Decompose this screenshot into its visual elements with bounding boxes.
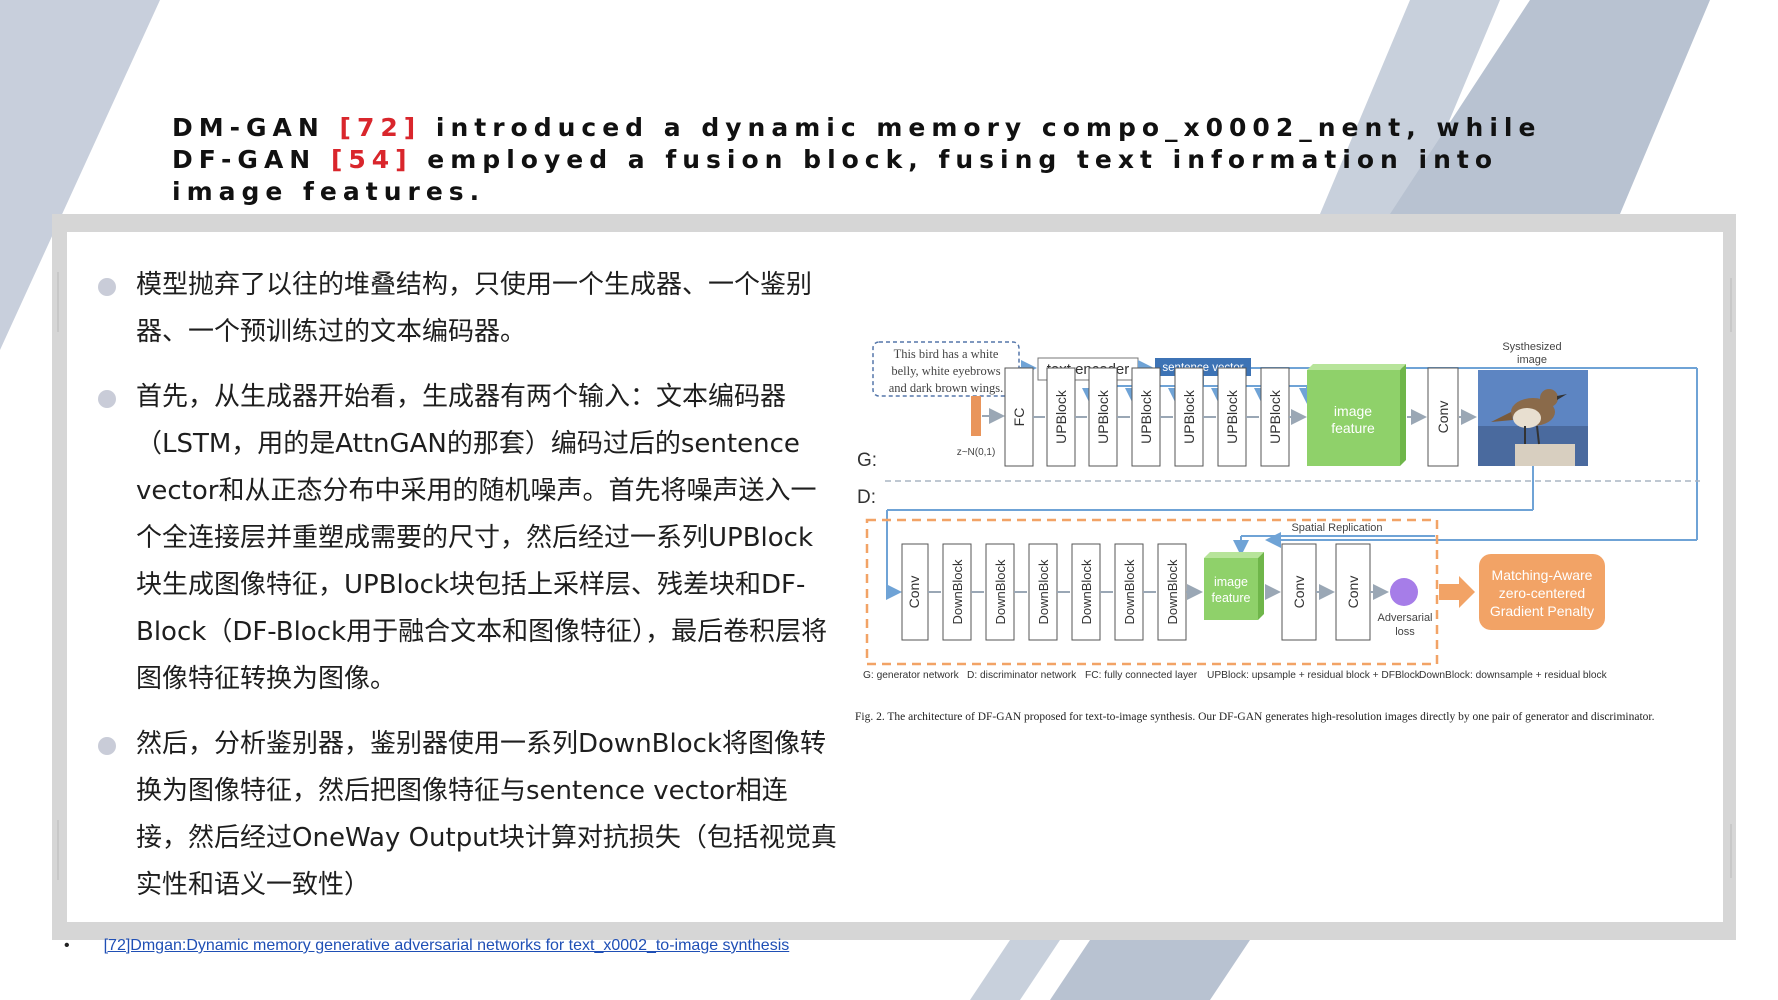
top-right-stripe-dark <box>1390 0 1710 214</box>
upblock-label: UPBlock <box>1138 389 1154 444</box>
dfgan-architecture-figure: This bird has a white belly, white eyebr… <box>855 341 1700 723</box>
panel-tick-left-top <box>57 272 59 332</box>
generator-row-label: G: <box>857 450 877 471</box>
discriminator-box <box>865 518 1439 666</box>
bottom-stripe-light <box>970 940 1060 1000</box>
caption-line-1: This bird has a white <box>894 347 999 361</box>
downblock-6 <box>1157 543 1187 641</box>
left-stripe <box>0 0 160 350</box>
ma-line-1: Matching-Aware <box>1492 567 1593 583</box>
downblock-label: DownBlock <box>1036 559 1051 625</box>
bullet-text: 模型抛弃了以往的堆叠结构，只使用一个生成器、一个鉴别器、一个预训练过的文本编码器… <box>136 270 813 347</box>
title-ref-72: [72] <box>339 113 422 142</box>
conv-label: Conv <box>1291 576 1307 609</box>
downblock-4 <box>1071 543 1101 641</box>
spatial-replication-label: Spatial Replication <box>1291 522 1382 534</box>
discriminator-blocks: Conv DownBlock DownBlock DownBlock DownB… <box>901 543 1187 641</box>
discriminator-image-feature <box>1204 558 1258 620</box>
d-image-feature-line-2: feature <box>1212 591 1251 605</box>
noise-label: z~N(0,1) <box>957 447 996 458</box>
figure-caption-wrapper: Fig. 2. The architecture of DF-GAN propo… <box>855 711 1655 723</box>
conv-label: Conv <box>1435 401 1451 434</box>
title-part3: employed a fusion block, fusing text inf… <box>172 145 1499 206</box>
downblock-label: DownBlock <box>950 559 965 625</box>
panel-tick-right-bottom <box>1730 824 1732 878</box>
upblock-label: UPBlock <box>1181 389 1197 444</box>
bullet-dot-icon <box>98 737 116 755</box>
bottom-stripe-dark <box>1050 940 1250 1000</box>
noise-vector <box>971 396 981 436</box>
downblock-3 <box>1028 543 1058 641</box>
upblock-3 <box>1131 367 1161 467</box>
title-part1: DM-GAN <box>172 113 340 142</box>
image-feature-line-1: image <box>1334 403 1372 419</box>
fc-label: FC <box>1011 408 1027 427</box>
d-conv-block <box>901 543 929 641</box>
matching-aware-box <box>1479 554 1605 630</box>
d-image-feature-line-1: image <box>1214 575 1248 589</box>
footnote-bullet: • <box>64 937 70 954</box>
footnote: • [72]Dmgan:Dynamic memory generative adv… <box>64 937 789 955</box>
generator-conv-block <box>1427 367 1459 467</box>
ma-line-2: zero-centered <box>1499 585 1585 601</box>
legend-upblock: UPBlock: upsample + residual block + DFB… <box>1207 670 1421 681</box>
downblock-1 <box>942 543 972 641</box>
upblock-label: UPBlock <box>1095 389 1111 444</box>
bullet-text: 然后，分析鉴别器，鉴别器使用一系列DownBlock将图像转换为图像特征，然后把… <box>136 729 837 900</box>
downblock-label: DownBlock <box>1122 559 1137 625</box>
generator-image-feature <box>1307 370 1400 466</box>
legend-d: D: discriminator network <box>967 670 1077 681</box>
upblock-label: UPBlock <box>1224 389 1240 444</box>
caption-line-3: and dark brown wings. <box>889 381 1004 395</box>
legend-downblock: DownBlock: downsample + residual block <box>1419 670 1608 681</box>
panel-tick-left-bottom <box>57 820 59 880</box>
conv-label: Conv <box>1345 576 1361 609</box>
adversarial-label-1: Adversarial <box>1377 612 1432 624</box>
bullet-dot-icon <box>98 390 116 408</box>
discriminator-row-label: D: <box>857 487 876 508</box>
bullet-text: 首先，从生成器开始看，生成器有两个输入：文本编码器（LSTM，用的是AttnGA… <box>136 382 828 694</box>
bullet-item: 然后，分析鉴别器，鉴别器使用一系列DownBlock将图像转换为图像特征，然后把… <box>98 721 838 909</box>
bullet-dot-icon <box>98 278 116 296</box>
synth-image-label-1: Systhesized <box>1502 341 1561 353</box>
figure-caption: Fig. 2. The architecture of DF-GAN propo… <box>855 711 1655 723</box>
legend-g: G: generator network <box>863 670 960 681</box>
generator-blocks: FC UPBlock UPBlock UPBlock UPBlock UPBlo… <box>1004 367 1290 467</box>
downblock-5 <box>1114 543 1144 641</box>
slide-title: DM-GAN [72] introduced a dynamic memory … <box>172 112 1572 208</box>
top-right-stripe-light <box>1320 0 1500 214</box>
bullet-item: 模型抛弃了以往的堆叠结构，只使用一个生成器、一个鉴别器、一个预训练过的文本编码器… <box>98 262 838 356</box>
d-conv-block-2 <box>1281 543 1317 641</box>
downblock-label: DownBlock <box>993 559 1008 625</box>
upblock-1 <box>1046 367 1076 467</box>
title-part2: introduced a dynamic memory compo_x0002_… <box>172 113 1542 174</box>
right-arrow-icon <box>1439 576 1475 608</box>
footnote-link[interactable]: [72]Dmgan:Dynamic memory generative adve… <box>103 937 790 954</box>
downblock-label: DownBlock <box>1165 559 1180 625</box>
title-ref-54: [54] <box>330 145 413 174</box>
upblock-label: UPBlock <box>1053 389 1069 444</box>
upblock-label: UPBlock <box>1267 389 1283 444</box>
bullet-list: 模型抛弃了以往的堆叠结构，只使用一个生成器、一个鉴别器、一个预训练过的文本编码器… <box>98 262 838 927</box>
panel-tick-right-top <box>1730 278 1732 332</box>
legend-fc: FC: fully connected layer <box>1085 670 1198 681</box>
upblock-5 <box>1217 367 1247 467</box>
synth-image-label-2: image <box>1517 354 1547 366</box>
adversarial-label-2: loss <box>1395 626 1415 638</box>
synthesized-bird-image <box>1478 370 1588 466</box>
ma-line-3: Gradient Penalty <box>1490 603 1594 619</box>
fc-block <box>1004 367 1034 467</box>
d-conv-block-3 <box>1335 543 1371 641</box>
adversarial-loss-node <box>1390 578 1418 606</box>
downblock-label: DownBlock <box>1079 559 1094 625</box>
image-feature-line-2: feature <box>1331 420 1375 436</box>
caption-line-2: belly, white eyebrows <box>891 364 1000 378</box>
bullet-item: 首先，从生成器开始看，生成器有两个输入：文本编码器（LSTM，用的是AttnGA… <box>98 374 838 703</box>
conv-label: Conv <box>906 576 922 609</box>
